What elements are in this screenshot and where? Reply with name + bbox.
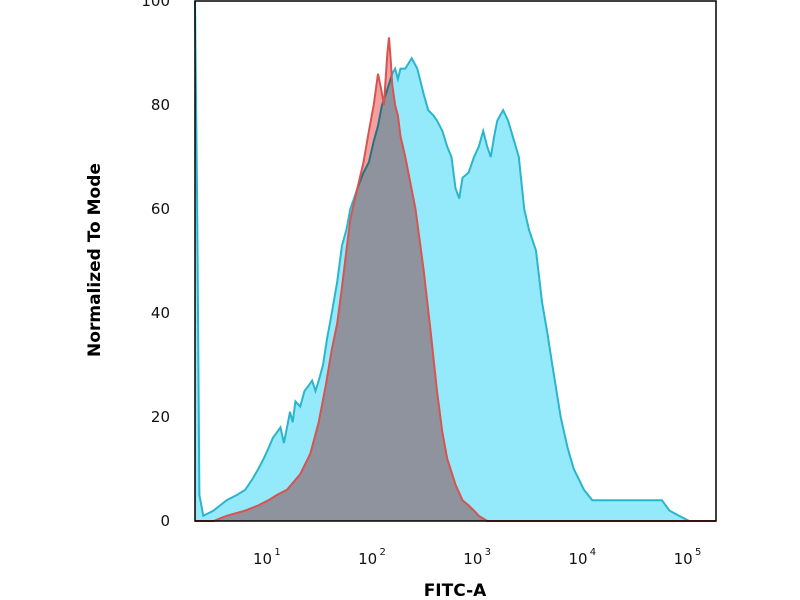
x-tick-label: 10 xyxy=(568,550,587,568)
y-tick-label: 80 xyxy=(151,96,170,114)
x-tick-exponent: 5 xyxy=(695,547,701,558)
x-tick-label: 10 xyxy=(674,550,693,568)
x-axis-label: FITC-A xyxy=(424,581,487,600)
histogram-area-2 xyxy=(195,37,716,522)
x-tick-exponent: 3 xyxy=(485,547,491,558)
x-tick-labels: 10 1 10 2 10 3 10 4 10 5 xyxy=(253,547,701,568)
histogram-area-1 xyxy=(195,1,716,521)
plot-frame xyxy=(194,0,717,522)
x-tick-exponent: 1 xyxy=(274,547,280,558)
histogram-line-2 xyxy=(195,37,716,522)
y-tick-label: 0 xyxy=(160,512,170,530)
y-tick-label: 40 xyxy=(151,304,170,322)
x-tick-label: 10 xyxy=(358,550,377,568)
y-tick-label: 100 xyxy=(141,0,170,10)
y-axis-label: Normalized To Mode xyxy=(85,163,105,357)
y-tick-label: 60 xyxy=(151,200,170,218)
y-tick-labels: 0 20 40 60 80 100 xyxy=(141,0,170,530)
y-tick-label: 20 xyxy=(151,408,170,426)
x-tick-label: 10 xyxy=(253,550,272,568)
series-layer xyxy=(194,0,716,522)
x-tick-exponent: 4 xyxy=(590,547,596,558)
x-tick-label: 10 xyxy=(463,550,482,568)
x-tick-exponent: 2 xyxy=(379,547,385,558)
histogram-line-1 xyxy=(194,0,716,522)
